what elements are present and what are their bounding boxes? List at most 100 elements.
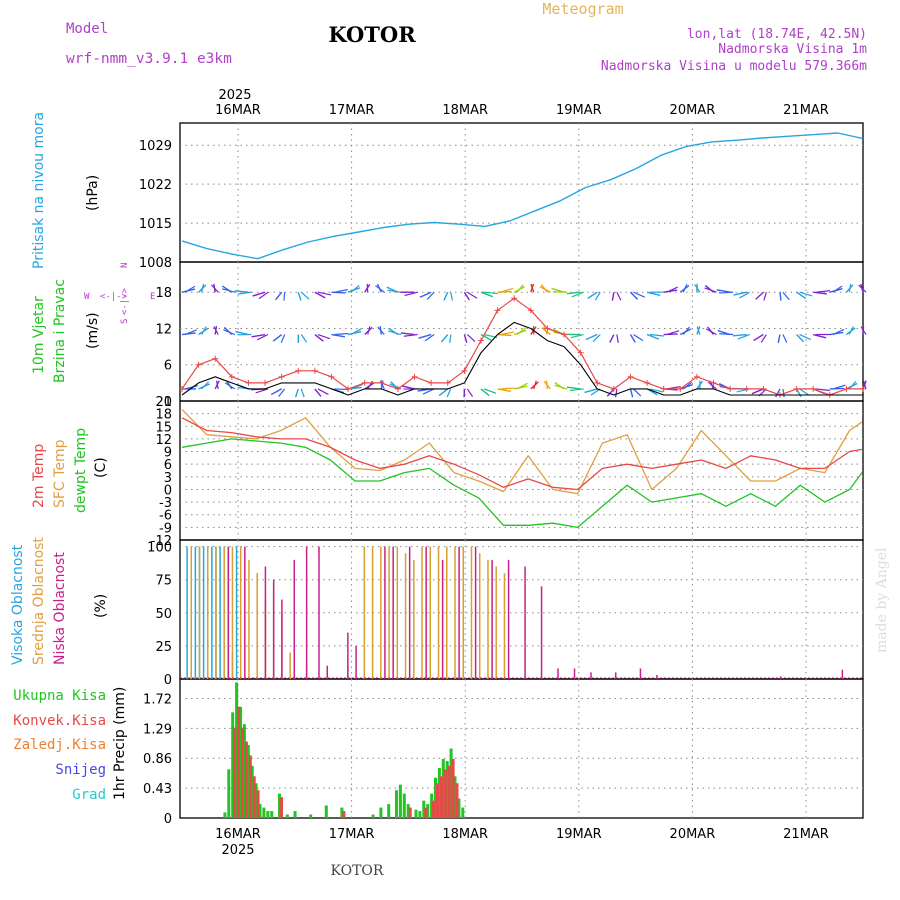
bottom-day-labels: 16MAR 17MAR 18MAR 19MAR 20MAR 21MAR bbox=[215, 827, 829, 842]
y-tick-label: 50 bbox=[155, 607, 172, 622]
wind-barb bbox=[235, 330, 249, 336]
wind-barb bbox=[237, 291, 252, 295]
convective-rain-bar bbox=[256, 790, 260, 818]
rain-bar bbox=[449, 748, 453, 818]
pressure-ylabel: Pritisak na nivou mora bbox=[31, 112, 47, 269]
rain-bar bbox=[395, 790, 398, 818]
cloud-ylabel-2: Srednja Oblacnost bbox=[31, 537, 47, 665]
y-tick-label: 15 bbox=[155, 420, 172, 435]
y-tick-label: 75 bbox=[155, 574, 172, 589]
rain-bar bbox=[340, 807, 344, 818]
wind-barb bbox=[553, 291, 568, 293]
wind-barb bbox=[615, 388, 618, 398]
rain-bar bbox=[441, 758, 445, 818]
wind-barb bbox=[215, 380, 219, 390]
wind-barb bbox=[832, 328, 845, 336]
y-tick-label: 0 bbox=[164, 395, 172, 410]
y-tick-label: 0 bbox=[164, 673, 172, 688]
wind-barb bbox=[500, 287, 514, 293]
wind-barb bbox=[554, 384, 568, 390]
wind-barb bbox=[584, 388, 598, 394]
dewpt-temp-line bbox=[181, 438, 863, 529]
wind-barb bbox=[334, 332, 349, 336]
y-tick-label: 3 bbox=[164, 471, 172, 486]
y-tick-label: 12 bbox=[155, 322, 172, 337]
wind-barb bbox=[331, 333, 346, 338]
wind-barb bbox=[270, 388, 282, 396]
wind-barb bbox=[184, 285, 196, 293]
y-tick-label: 1008 bbox=[139, 256, 172, 271]
pressure-unit: (hPa) bbox=[85, 175, 101, 211]
convective-rain-bar bbox=[439, 776, 443, 818]
wind-barb bbox=[763, 292, 767, 301]
top-year-label: 2025 bbox=[218, 88, 251, 103]
wind-barb bbox=[251, 333, 266, 338]
wind-barb bbox=[274, 291, 283, 301]
wind-barb bbox=[317, 291, 332, 296]
y-tick-label: 1.29 bbox=[143, 722, 172, 737]
wind-barb bbox=[367, 326, 371, 335]
wind-barb bbox=[181, 332, 196, 336]
convective-rain-bar bbox=[244, 741, 248, 818]
wind-barb bbox=[404, 291, 418, 297]
wind-barb bbox=[753, 333, 764, 342]
wind-barb bbox=[258, 291, 269, 300]
wind-barb bbox=[516, 382, 528, 390]
convective-rain-bar bbox=[443, 769, 447, 818]
precip-legend-freezing: Zaledj.Kisa bbox=[13, 737, 106, 753]
wind-barb bbox=[606, 388, 615, 397]
wind-barb bbox=[812, 333, 827, 339]
wind-barb bbox=[184, 329, 197, 336]
precip-series bbox=[223, 682, 465, 818]
wind-barb bbox=[716, 289, 731, 293]
wind-barb bbox=[566, 386, 581, 390]
rain-bar bbox=[414, 809, 418, 818]
pressure-series bbox=[181, 132, 864, 260]
rain-bar bbox=[418, 811, 422, 818]
wind-barb bbox=[587, 291, 598, 299]
wind-barb bbox=[633, 334, 644, 342]
wind-barb bbox=[272, 333, 283, 342]
compass-e: E bbox=[150, 292, 155, 302]
convective-rain-bar bbox=[447, 765, 451, 818]
wind-barb bbox=[666, 286, 678, 293]
wind-barb bbox=[848, 381, 857, 390]
wind-speed-line bbox=[181, 321, 863, 396]
wind-barb bbox=[755, 291, 764, 300]
wind-barb bbox=[796, 291, 807, 300]
wind-barb bbox=[300, 388, 305, 398]
y-tick-label: 18 bbox=[155, 286, 172, 301]
temp-ylabel-3: dewpt Temp bbox=[73, 428, 89, 513]
rain-bar bbox=[398, 784, 402, 818]
y-tick-label: -12 bbox=[151, 534, 172, 549]
rain-bar bbox=[235, 682, 239, 818]
y-tick-label: 6 bbox=[164, 359, 172, 374]
y-tick-label: 18 bbox=[155, 408, 172, 423]
wind-barb bbox=[585, 333, 598, 341]
wind-barb bbox=[530, 283, 535, 293]
pressure-panel bbox=[179, 122, 864, 263]
y-tick-label: 21 bbox=[155, 395, 172, 410]
wind-barb bbox=[497, 388, 512, 393]
wind-barb bbox=[446, 388, 452, 398]
wind-barb bbox=[294, 388, 299, 398]
sfc-temp-line bbox=[181, 408, 863, 495]
wind-barb bbox=[331, 291, 346, 294]
wind-barb bbox=[300, 334, 308, 343]
wind-barb bbox=[450, 292, 454, 301]
wind-barb bbox=[221, 288, 235, 293]
rain-bar bbox=[266, 811, 270, 818]
wind-ylabel-1: 10m Vjetar bbox=[31, 296, 47, 374]
footer-station: KOTOR bbox=[331, 863, 384, 879]
y-tick-label: 1015 bbox=[139, 217, 172, 232]
wind-barb bbox=[497, 290, 512, 293]
wind-series bbox=[179, 283, 867, 398]
wind-barb bbox=[813, 291, 827, 295]
station-title: KOTOR bbox=[328, 22, 416, 47]
wind-barb bbox=[463, 334, 468, 343]
bottom-year-label: 2025 bbox=[221, 843, 254, 858]
wind-barb bbox=[777, 334, 781, 343]
rain-bar bbox=[426, 804, 430, 818]
wind-barb bbox=[375, 285, 385, 293]
wind-barb bbox=[516, 327, 526, 335]
